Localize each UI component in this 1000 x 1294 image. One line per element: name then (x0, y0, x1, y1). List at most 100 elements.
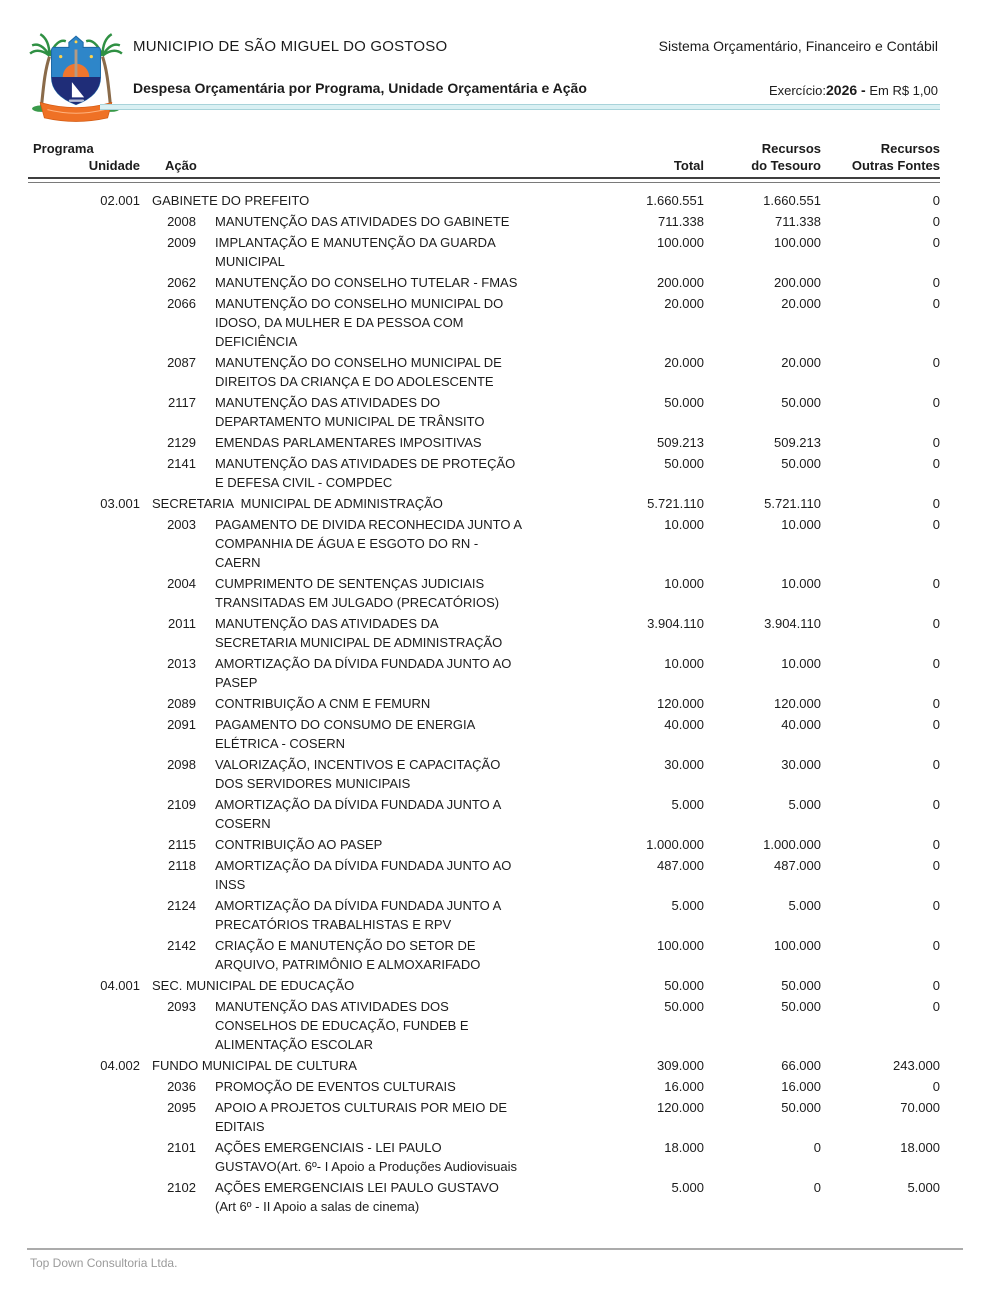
tesouro-value: 10.000 (781, 656, 821, 671)
unit-code: 03.001 (100, 496, 140, 511)
action-name: MANUTENÇÃO DAS ATIVIDADES DOS CONSELHOS … (215, 999, 469, 1052)
outras-fontes-value: 0 (932, 193, 940, 208)
tesouro-value: 711.338 (774, 214, 821, 229)
total-value: 10.000 (664, 656, 704, 671)
total-value: 30.000 (664, 757, 704, 772)
unit-code-spacer (28, 835, 140, 854)
total-value: 3.904.110 (647, 616, 704, 631)
outras-fontes-value: 0 (932, 296, 940, 311)
action-code: 2066 (167, 296, 196, 311)
outras-fontes-value: 0 (932, 435, 940, 450)
unit-code-spacer (28, 755, 140, 793)
total-value: 1.000.000 (646, 837, 704, 852)
unit-code-spacer (28, 715, 140, 753)
unit-code-spacer (28, 515, 140, 572)
tesouro-value: 40.000 (781, 717, 821, 732)
outras-fontes-value: 0 (932, 696, 940, 711)
currency-note: Em R$ 1,00 (869, 83, 938, 98)
outras-fontes-value: 0 (932, 235, 940, 250)
action-name: CUMPRIMENTO DE SENTENÇAS JUDICIAIS TRANS… (215, 576, 500, 610)
outras-fontes-value: 0 (932, 757, 940, 772)
action-row: 2124 AMORTIZAÇÃO DA DÍVIDA FUNDADA JUNTO … (28, 896, 940, 934)
action-row: 2093 MANUTENÇÃO DAS ATIVIDADES DOS CONSEL… (28, 997, 940, 1054)
unit-code-spacer (28, 614, 140, 652)
action-row: 2098 VALORIZAÇÃO, INCENTIVOS E CAPACITAÇÃ… (28, 755, 940, 793)
total-value: 120.000 (657, 696, 704, 711)
action-name: VALORIZAÇÃO, INCENTIVOS E CAPACITAÇÃO DO… (215, 757, 501, 791)
footer-rule (27, 1248, 963, 1250)
outras-fontes-value: 0 (932, 978, 940, 993)
outras-fontes-value: 243.000 (893, 1058, 940, 1073)
action-name: PAGAMENTO DE DIVIDA RECONHECIDA JUNTO A … (215, 517, 523, 570)
unit-code-spacer (28, 1077, 140, 1096)
col-total: Total (673, 158, 704, 173)
action-code: 2101 (167, 1140, 196, 1155)
tesouro-value: 20.000 (781, 296, 821, 311)
total-value: 5.000 (671, 797, 704, 812)
action-row: 2009 IMPLANTAÇÃO E MANUTENÇÃO DA GUARDA M… (28, 233, 940, 271)
action-name: AMORTIZAÇÃO DA DÍVIDA FUNDADA JUNTO AO I… (215, 858, 512, 892)
action-row: 2142 CRIAÇÃO E MANUTENÇÃO DO SETOR DE ARQ… (28, 936, 940, 974)
outras-fontes-value: 0 (932, 1079, 940, 1094)
tesouro-value: 1.660.551 (763, 193, 821, 208)
outras-fontes-value: 18.000 (900, 1140, 940, 1155)
tesouro-value: 16.000 (781, 1079, 821, 1094)
total-value: 711.338 (657, 214, 704, 229)
action-code: 2098 (167, 757, 196, 772)
exercise-label: Exercício: (768, 83, 827, 98)
action-name: IMPLANTAÇÃO E MANUTENÇÃO DA GUARDA MUNIC… (215, 235, 496, 269)
action-row: 2003 PAGAMENTO DE DIVIDA RECONHECIDA JUNT… (28, 515, 940, 572)
action-name: MANUTENÇÃO DO CONSELHO MUNICIPAL DE DIRE… (215, 355, 502, 389)
tesouro-value: 0 (813, 1140, 821, 1155)
tesouro-value: 5.721.110 (764, 496, 821, 511)
table-body: 02.001 GABINETE DO PREFEITO 1.660.551 1.660… (28, 191, 940, 1216)
tesouro-value: 3.904.110 (764, 616, 821, 631)
action-code: 2115 (168, 837, 196, 852)
municipal-coat-of-arms-icon (26, 26, 126, 126)
action-code: 2117 (168, 395, 196, 410)
unit-row: 04.001 SEC. MUNICIPAL DE EDUCAÇÃO 50.000 50… (28, 976, 940, 995)
total-value: 5.000 (671, 1180, 704, 1195)
unit-code: 02.001 (100, 193, 140, 208)
tesouro-value: 20.000 (781, 355, 821, 370)
total-value: 20.000 (664, 296, 704, 311)
action-name: MANUTENÇÃO DO CONSELHO TUTELAR - FMAS (215, 275, 518, 290)
total-value: 120.000 (657, 1100, 704, 1115)
unit-code-spacer (28, 273, 140, 292)
action-name: MANUTENÇÃO DAS ATIVIDADES DO GABINETE (215, 214, 510, 229)
action-name: AÇÕES EMERGENCIAIS - LEI PAULO GUSTAVO(A… (215, 1140, 517, 1174)
action-row: 2013 AMORTIZAÇÃO DA DÍVIDA FUNDADA JUNTO … (28, 654, 940, 692)
tesouro-value: 120.000 (774, 696, 821, 711)
tesouro-value: 0 (813, 1180, 821, 1195)
total-value: 5.721.110 (647, 496, 704, 511)
action-code: 2003 (167, 517, 196, 532)
action-name: CONTRIBUIÇÃO AO PASEP (215, 837, 383, 852)
action-row: 2036 PROMOÇÃO DE EVENTOS CULTURAIS 16.000 1… (28, 1077, 940, 1096)
action-name: MANUTENÇÃO DAS ATIVIDADES DA SECRETARIA … (215, 616, 503, 650)
tesouro-value: 50.000 (781, 1100, 821, 1115)
tesouro-value: 1.000.000 (763, 837, 821, 852)
action-name: MANUTENÇÃO DAS ATIVIDADES DO DEPARTAMENT… (215, 395, 485, 429)
action-code: 2062 (167, 275, 196, 290)
tesouro-value: 66.000 (781, 1058, 821, 1073)
action-code: 2129 (167, 435, 196, 450)
action-name: MANUTENÇÃO DAS ATIVIDADES DE PROTEÇÃO E … (215, 456, 516, 490)
table-header-line2: Unidade Ação Total do Tesouro Outras Fon… (28, 157, 940, 174)
total-value: 509.213 (657, 435, 704, 450)
tesouro-value: 50.000 (781, 978, 821, 993)
action-row: 2091 PAGAMENTO DO CONSUMO DE ENERGIA ELÉT… (28, 715, 940, 753)
action-code: 2093 (167, 999, 196, 1014)
outras-fontes-value: 0 (932, 576, 940, 591)
action-name: CONTRIBUIÇÃO A CNM E FEMURN (215, 696, 431, 711)
tesouro-value: 10.000 (781, 576, 821, 591)
unit-row: 03.001 SECRETARIA MUNICIPAL DE ADMINISTRA… (28, 494, 940, 513)
action-code: 2102 (167, 1180, 196, 1195)
tesouro-value: 5.000 (788, 797, 821, 812)
action-code: 2036 (167, 1079, 196, 1094)
action-row: 2095 APOIO A PROJETOS CULTURAIS POR MEIO … (28, 1098, 940, 1136)
col-programa: Programa (33, 141, 94, 156)
outras-fontes-value: 0 (932, 214, 940, 229)
report-title: Despesa Orçamentária por Programa, Unida… (133, 80, 587, 96)
col-recursos-tesouro-1: Recursos (761, 141, 821, 156)
budget-table: Programa Recursos Recursos Unidade Ação … (28, 140, 940, 1218)
